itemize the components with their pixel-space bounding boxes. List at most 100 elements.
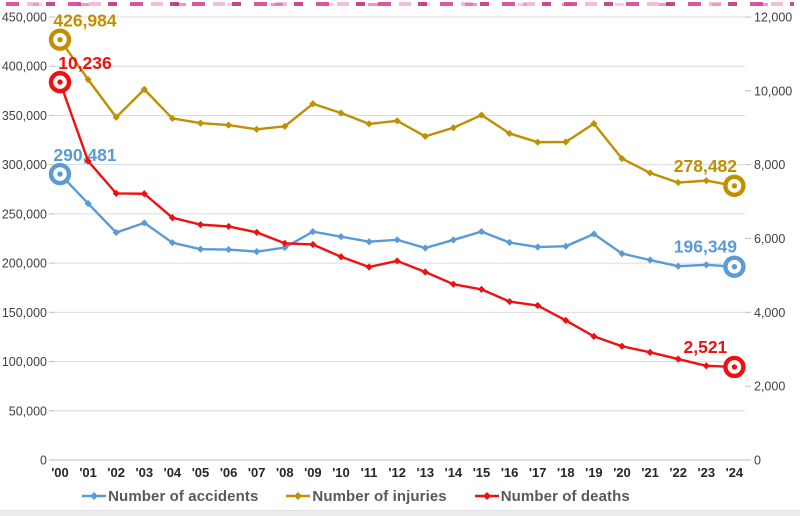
data-point-marker [534, 138, 542, 146]
cropped-title-strip [6, 0, 794, 7]
right-axis-label: 2,000 [754, 380, 785, 394]
data-point-marker [506, 297, 514, 306]
data-point-marker [168, 214, 176, 222]
traffic-stats-chart: 0 50,000 100,000 150,000 200,000 250,000 300,0… [2, 11, 792, 481]
data-point-marker [112, 228, 120, 237]
left-axis-label: 150,000 [2, 306, 47, 320]
data-callout-label: 278,482 [674, 156, 738, 176]
data-point-marker [646, 169, 654, 177]
data-point-marker [168, 239, 176, 247]
series-line [58, 81, 735, 369]
data-point-marker [421, 268, 429, 276]
data-point-marker [196, 221, 205, 229]
data-point-marker [112, 189, 120, 197]
data-point-marker [365, 263, 373, 271]
right-axis-label: 6,000 [754, 232, 785, 246]
data-point-marker [449, 236, 457, 244]
data-point-marker [590, 230, 598, 238]
x-axis-label: '24 [726, 465, 744, 480]
data-point-marker [253, 228, 261, 236]
x-axis-label: '12 [388, 465, 406, 480]
x-axis-label: '23 [698, 465, 716, 480]
data-point-marker [618, 250, 626, 258]
data-point-marker [646, 348, 654, 356]
data-point-marker [84, 157, 92, 165]
data-point-marker [477, 111, 486, 119]
data-point-marker [449, 280, 457, 288]
data-point-marker [281, 239, 289, 247]
x-axis-label: '18 [557, 465, 575, 480]
data-point-marker [225, 222, 233, 231]
highlight-center-dot [731, 183, 738, 189]
data-point-marker [562, 138, 570, 146]
x-axis-label: '20 [613, 465, 631, 480]
data-point-marker [506, 238, 514, 247]
highlight-center-dot [57, 171, 63, 177]
highlight-center-dot [731, 364, 738, 370]
data-callout-label: 426,984 [53, 11, 117, 31]
data-point-marker [337, 253, 345, 261]
data-point-marker [253, 125, 261, 133]
x-axis-label: '16 [501, 465, 519, 480]
window-bottom-strip [0, 510, 800, 516]
data-point-marker [140, 85, 148, 93]
left-axis-label: 300,000 [2, 158, 47, 172]
data-point-marker [562, 242, 570, 250]
chart-canvas: 0 50,000 100,000 150,000 200,000 250,000 300,0… [2, 11, 792, 481]
right-axis-label: 8,000 [754, 158, 785, 172]
x-axis-label: '04 [164, 465, 182, 480]
data-point-marker [674, 178, 682, 187]
series-line [59, 173, 735, 268]
x-axis-label: '01 [79, 465, 97, 480]
deaths-line-marker-icon [474, 492, 499, 500]
right-axis-label: 4,000 [754, 306, 785, 320]
data-point-marker [618, 154, 626, 163]
x-axis-label: '22 [669, 465, 687, 480]
data-point-marker [84, 199, 92, 208]
data-point-marker [196, 245, 205, 253]
data-point-marker [534, 301, 542, 310]
data-point-marker [702, 362, 710, 370]
data-point-marker [421, 244, 429, 252]
x-axis-label: '15 [473, 465, 491, 480]
data-point-marker [674, 355, 682, 363]
x-axis-label: '14 [445, 465, 463, 480]
left-axis-label: 250,000 [2, 207, 47, 221]
x-axis-label: '00 [51, 465, 69, 480]
right-axis-label: 12,000 [754, 11, 792, 25]
x-axis-label: '08 [276, 465, 294, 480]
data-point-marker [309, 100, 317, 108]
data-point-marker [393, 257, 401, 265]
data-point-marker [477, 227, 486, 236]
data-point-marker [477, 285, 486, 294]
x-axis-label: '11 [361, 465, 378, 480]
highlight-center-dot [57, 36, 63, 43]
x-axis-label: '17 [529, 465, 547, 480]
data-point-marker [702, 261, 710, 269]
data-point-marker [449, 124, 457, 132]
x-axis-label: '03 [136, 465, 154, 480]
series-line [59, 38, 735, 188]
data-callout-label: 196,349 [674, 237, 738, 257]
data-point-marker [140, 190, 148, 198]
data-point-marker [590, 332, 598, 340]
data-point-marker [337, 233, 345, 241]
data-point-marker [562, 316, 570, 325]
data-point-marker [196, 119, 205, 127]
chart-legend: Number of accidents Number of injuries N… [0, 483, 800, 509]
data-point-marker [168, 114, 176, 123]
data-point-marker [365, 238, 373, 246]
highlight-center-dot [731, 264, 738, 270]
data-point-marker [534, 243, 542, 251]
data-point-marker [365, 120, 373, 128]
x-axis-label: '10 [332, 465, 350, 480]
left-axis-label: 450,000 [2, 11, 47, 25]
data-point-marker [225, 121, 233, 129]
x-axis-label: '09 [304, 465, 322, 480]
x-axis-label: '19 [585, 465, 603, 480]
data-point-marker [506, 129, 514, 138]
data-point-marker [281, 122, 289, 130]
data-point-marker [112, 113, 120, 121]
left-axis-label: 400,000 [2, 60, 47, 74]
